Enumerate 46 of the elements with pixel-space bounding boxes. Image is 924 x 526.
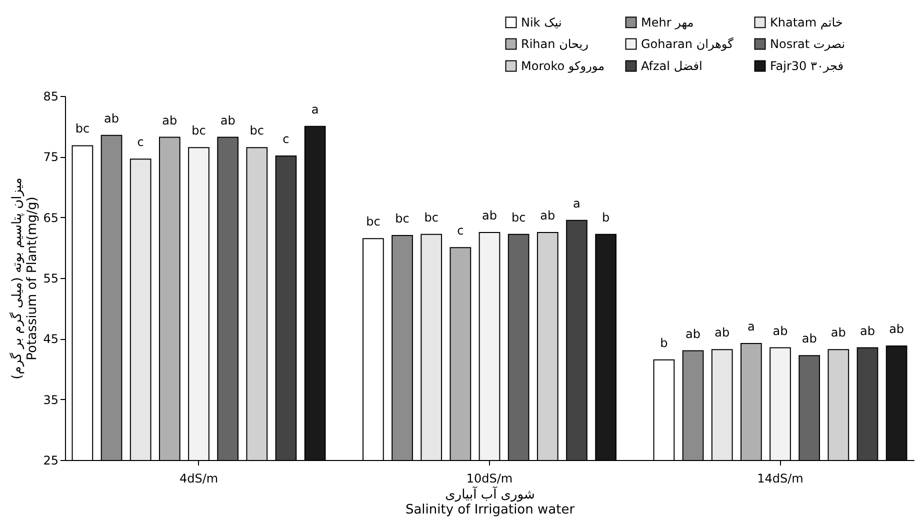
data-label: ab bbox=[860, 324, 875, 338]
data-label: ab bbox=[220, 113, 236, 128]
legend-label: Fajr30 فجر۳۰ bbox=[770, 59, 844, 73]
data-label: bc bbox=[75, 122, 90, 136]
data-label: ab bbox=[830, 326, 846, 340]
data-label: ab bbox=[714, 326, 730, 340]
data-label: b bbox=[660, 336, 668, 350]
data-label: bc bbox=[511, 210, 526, 224]
data-label: a bbox=[573, 196, 580, 210]
y-tick-label: 35 bbox=[43, 392, 58, 407]
legend-label: Goharan گوهران bbox=[641, 37, 734, 51]
y-tick-label: 55 bbox=[43, 272, 58, 286]
data-label: ab bbox=[889, 322, 904, 336]
legend-label: Afzal افضل bbox=[641, 59, 702, 73]
legend-label: Moroko موروکو bbox=[521, 59, 605, 73]
x-tick-label: 4dS/m bbox=[179, 472, 218, 486]
data-label: b bbox=[602, 210, 610, 224]
data-label: bc bbox=[250, 124, 264, 138]
data-label: a bbox=[748, 320, 755, 334]
data-label: ab bbox=[772, 324, 788, 338]
data-label: ab bbox=[104, 111, 120, 126]
y-tick-label: 45 bbox=[43, 332, 58, 346]
legend-label: Nik نیک bbox=[521, 15, 562, 30]
y-tick-label: 65 bbox=[43, 210, 58, 225]
data-label: ab bbox=[540, 208, 556, 222]
data-label: bc bbox=[192, 124, 206, 138]
data-label: c bbox=[282, 132, 290, 146]
data-label: c bbox=[457, 224, 464, 238]
y-tick-label: 85 bbox=[43, 90, 58, 104]
data-label: bc bbox=[395, 212, 410, 226]
data-label: bc bbox=[366, 214, 380, 229]
legend-label: Khatam خاتم bbox=[770, 15, 843, 30]
data-label: ab bbox=[802, 332, 817, 346]
data-label: c bbox=[137, 135, 144, 150]
legend-label: Rihan ریحان bbox=[521, 37, 589, 51]
x-tick-label: 10dS/m bbox=[466, 472, 513, 486]
y-tick-label: 75 bbox=[43, 150, 58, 164]
data-label: ab bbox=[686, 326, 701, 341]
data-label: ab bbox=[482, 208, 497, 222]
legend-label: Mehr مهر bbox=[641, 15, 694, 30]
legend-label: Nosrat نصرت bbox=[770, 37, 846, 51]
x-tick-label: 14dS/m bbox=[757, 472, 804, 486]
data-label: bc bbox=[424, 210, 438, 224]
y-tick-label: 25 bbox=[43, 454, 58, 468]
data-label: a bbox=[311, 102, 319, 116]
data-label: ab bbox=[162, 113, 178, 128]
